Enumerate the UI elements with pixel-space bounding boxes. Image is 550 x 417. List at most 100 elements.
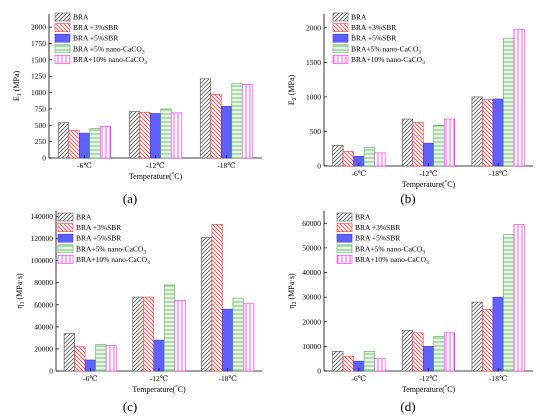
- bar-a-s1-c3: [199, 78, 212, 159]
- y-axis-title: η1 (MPa·s): [15, 273, 26, 309]
- panel-label: (d): [400, 399, 415, 414]
- bar-a-s5-c2: [170, 112, 183, 159]
- legend-swatch: [332, 23, 349, 32]
- y-axis-title: η2 (MPa·s): [287, 273, 298, 309]
- legend-swatch: [57, 244, 74, 254]
- y-tick-label: 80000: [34, 278, 53, 287]
- bar-c-s4-c2: [163, 284, 176, 372]
- y-tick-label: 50000: [302, 243, 321, 252]
- y-tick-label: 1500: [31, 55, 46, 64]
- y-tick-label: 30000: [302, 293, 321, 302]
- y-tick-label: 1750: [31, 39, 46, 48]
- bar-b-s5-c2: [443, 118, 456, 167]
- bar-c-s3-c3: [222, 308, 234, 372]
- legend-swatch: [54, 12, 71, 22]
- legend-swatch: [332, 44, 349, 54]
- y-tick-label: 500: [35, 121, 47, 130]
- bar-b-s5-c3: [513, 28, 525, 167]
- bar-c-s2-c1: [74, 346, 86, 372]
- y-axis-title: E1 (MPa): [12, 71, 23, 102]
- bar-d-s5-c3: [513, 224, 525, 372]
- y-tick-label: 40000: [34, 322, 53, 331]
- y-tick-label: 1000: [31, 88, 46, 97]
- y-tick-label: 120000: [31, 234, 54, 243]
- bar-a-s1-c2: [128, 111, 141, 159]
- x-tick-label: -6℃: [352, 374, 367, 383]
- legend-swatch: [57, 223, 74, 232]
- bar-b-s2-c1: [342, 151, 354, 167]
- x-tick-label: -18℃: [217, 161, 235, 170]
- bar-b-s4-c1: [363, 147, 375, 167]
- y-tick-label: 10000: [302, 342, 321, 351]
- legend-label: BRA +5%SBR: [355, 234, 400, 243]
- bar-c-s5-c2: [174, 300, 186, 372]
- y-axis-title: E2 (MPa): [287, 75, 298, 106]
- legend-label: BRA+5% nano-CaCO3: [76, 244, 146, 255]
- y-tick-label: 20000: [302, 317, 321, 326]
- legend-label: BRA+5% nano-CaCO3: [351, 44, 421, 55]
- y-tick-label: 0: [317, 367, 321, 376]
- chart-panel-b: 0 500 1000 1500 2000 -6℃ -12℃ -18℃ Temperature(°…: [287, 13, 533, 206]
- bar-c-s1-c1: [63, 333, 75, 372]
- y-tick-label: 1500: [306, 58, 321, 67]
- legend-label: BRA +5%SBR: [76, 234, 121, 243]
- legend-swatch: [57, 212, 74, 222]
- bar-c-s4-c1: [95, 344, 107, 372]
- y-tick-label: 60000: [34, 300, 53, 309]
- bar-b-s1-c2: [401, 118, 414, 167]
- y-tick-label: 1250: [31, 72, 46, 81]
- bar-a-s3-c1: [78, 132, 91, 159]
- legend-swatch: [336, 244, 353, 254]
- legend-label: BRA+10% nano-CaCO3: [73, 55, 147, 66]
- bar-c-s4-c3: [232, 297, 244, 372]
- chart-panel-a: 0 250 500 750 1000 1250 1500 1750 2000 -6℃ -12℃ -18…: [12, 12, 262, 206]
- x-axis-title: Temperature(°C): [129, 171, 183, 181]
- legend-label: BRA: [355, 213, 371, 222]
- bar-d-s2-c1: [342, 355, 354, 372]
- x-axis-title: Temperature(°C): [402, 384, 456, 394]
- bar-d-s4-c2: [433, 336, 445, 372]
- y-tick-label: 140000: [31, 212, 54, 221]
- panel-label: (a): [123, 191, 137, 206]
- legend-label: BRA: [351, 13, 367, 22]
- legend-label: BRA +5% nano-CaCO3: [73, 44, 145, 55]
- bar-a-s2-c2: [139, 111, 151, 159]
- bar-b-s5-c1: [374, 152, 386, 167]
- x-tick-label: -12℃: [419, 169, 437, 178]
- y-tick-label: 500: [310, 127, 322, 136]
- legend-swatch: [54, 33, 71, 43]
- bar-b-s2-c3: [482, 99, 494, 167]
- x-tick-label: -12℃: [419, 374, 437, 383]
- bar-a-s1-c1: [57, 122, 70, 159]
- x-tick-label: -18℃: [489, 169, 507, 178]
- bar-c-s1-c2: [132, 296, 144, 372]
- bar-d-s4-c3: [503, 234, 515, 372]
- bar-a-s4-c1: [89, 128, 101, 159]
- bar-b-s4-c2: [433, 124, 445, 167]
- legend-label: BRA +3%SBR: [351, 23, 396, 32]
- bar-a-s2-c1: [68, 130, 80, 159]
- x-axis-title: Temperature(°C): [402, 179, 456, 189]
- x-tick-label: -12℃: [146, 161, 164, 170]
- legend-label: BRA +3%SBR: [76, 223, 121, 232]
- legend-label: BRA: [73, 13, 89, 22]
- chart-panel-c: 0 20000 40000 60000 80000 100000 120000 140000 -…: [15, 211, 262, 414]
- bar-a-s4-c3: [231, 83, 243, 159]
- bar-b-s4-c3: [503, 37, 515, 167]
- bar-b-s1-c1: [332, 144, 344, 167]
- legend-label: BRA+10% nano-CaCO3: [76, 255, 150, 266]
- legend-label: BRA +3%SBR: [73, 23, 118, 32]
- y-tick-label: 60000: [302, 219, 321, 228]
- legend-label: BRA +5%SBR: [351, 34, 396, 43]
- bar-d-s5-c1: [374, 358, 386, 372]
- legend-label: BRA+10% nano-CaCO3: [355, 255, 429, 266]
- bar-c-s3-c2: [153, 339, 165, 372]
- legend-swatch: [54, 44, 71, 54]
- bar-d-s2-c2: [412, 332, 424, 372]
- bar-c-s2-c3: [211, 223, 223, 372]
- bar-d-s3-c3: [492, 296, 504, 372]
- bar-d-s2-c3: [482, 309, 494, 372]
